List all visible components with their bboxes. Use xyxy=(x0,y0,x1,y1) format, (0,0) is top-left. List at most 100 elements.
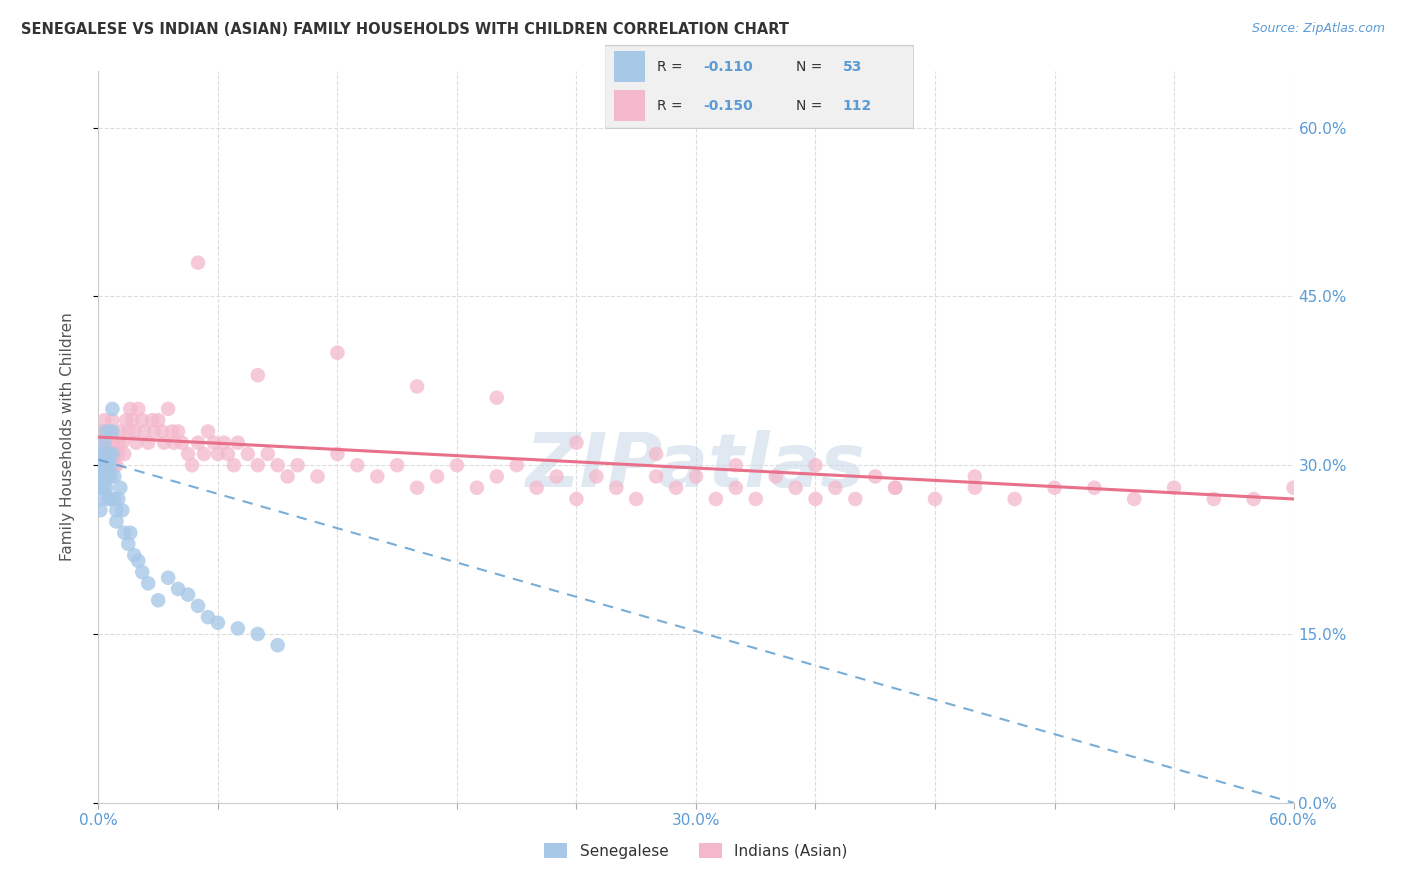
Point xyxy=(141,413,163,427)
Bar xyxy=(614,52,645,82)
Point xyxy=(884,481,907,495)
Point xyxy=(406,481,429,495)
Point xyxy=(406,379,429,393)
Point xyxy=(153,435,176,450)
Point xyxy=(131,565,153,579)
Point xyxy=(326,345,349,359)
Point xyxy=(91,458,114,473)
Point xyxy=(526,481,548,495)
Point xyxy=(366,469,388,483)
Point xyxy=(98,469,122,483)
Point xyxy=(565,491,588,506)
FancyBboxPatch shape xyxy=(605,45,914,128)
Point xyxy=(212,435,235,450)
Text: N =: N = xyxy=(796,60,827,74)
Point xyxy=(193,447,215,461)
Point xyxy=(97,458,120,473)
Text: -0.110: -0.110 xyxy=(703,60,754,74)
Point xyxy=(665,481,688,495)
Point xyxy=(197,425,219,439)
Point xyxy=(546,469,568,483)
Point xyxy=(89,503,111,517)
Point xyxy=(91,447,114,461)
Point xyxy=(724,481,747,495)
Point xyxy=(485,391,508,405)
Text: SENEGALESE VS INDIAN (ASIAN) FAMILY HOUSEHOLDS WITH CHILDREN CORRELATION CHART: SENEGALESE VS INDIAN (ASIAN) FAMILY HOUS… xyxy=(21,22,789,37)
Point xyxy=(125,435,148,450)
Point xyxy=(101,413,124,427)
Point xyxy=(645,469,668,483)
Point xyxy=(101,425,124,439)
Point xyxy=(97,447,120,461)
Point xyxy=(506,458,529,473)
Point xyxy=(246,458,269,473)
Point xyxy=(426,469,449,483)
Point xyxy=(97,469,120,483)
Point xyxy=(236,447,259,461)
Point xyxy=(167,582,190,596)
Point xyxy=(226,621,249,635)
Point xyxy=(1004,491,1026,506)
Point xyxy=(256,447,278,461)
Point xyxy=(207,615,229,630)
Point xyxy=(96,481,118,495)
Point xyxy=(148,593,170,607)
Point xyxy=(98,447,122,461)
Point xyxy=(101,435,124,450)
Point xyxy=(124,425,146,439)
Point xyxy=(585,469,607,483)
Legend: Senegalese, Indians (Asian): Senegalese, Indians (Asian) xyxy=(538,837,853,864)
Point xyxy=(163,435,186,450)
Point xyxy=(804,491,827,506)
Point xyxy=(804,458,827,473)
Point xyxy=(131,413,153,427)
Point xyxy=(110,425,132,439)
Point xyxy=(1202,491,1225,506)
Point xyxy=(1083,481,1105,495)
Point xyxy=(91,458,114,473)
Point xyxy=(785,481,807,495)
Point xyxy=(136,435,159,450)
Point xyxy=(222,458,245,473)
Point xyxy=(963,481,986,495)
Point xyxy=(120,525,142,540)
Point xyxy=(93,447,115,461)
Point xyxy=(96,435,118,450)
Point xyxy=(177,588,200,602)
Point xyxy=(101,401,124,416)
Point xyxy=(107,435,129,450)
Bar xyxy=(614,90,645,120)
Point xyxy=(120,401,142,416)
Point xyxy=(167,425,190,439)
Point xyxy=(103,458,125,473)
Point xyxy=(89,491,111,506)
Text: R =: R = xyxy=(657,99,688,112)
Point xyxy=(107,447,129,461)
Point xyxy=(96,458,118,473)
Point xyxy=(745,491,768,506)
Point xyxy=(143,425,166,439)
Point xyxy=(963,469,986,483)
Point xyxy=(246,368,269,383)
Point xyxy=(202,435,225,450)
Point xyxy=(385,458,409,473)
Text: N =: N = xyxy=(796,99,827,112)
Point xyxy=(307,469,329,483)
Point xyxy=(187,255,209,269)
Point xyxy=(446,458,468,473)
Point xyxy=(97,469,120,483)
Point xyxy=(1282,481,1305,495)
Point xyxy=(924,491,946,506)
Point xyxy=(267,458,290,473)
Point xyxy=(724,458,747,473)
Point xyxy=(91,481,114,495)
Point xyxy=(110,481,132,495)
Point xyxy=(626,491,648,506)
Point xyxy=(93,458,115,473)
Text: -0.150: -0.150 xyxy=(703,99,754,112)
Point xyxy=(112,447,135,461)
Point xyxy=(246,627,269,641)
Point xyxy=(127,554,149,568)
Point xyxy=(89,458,111,473)
Point xyxy=(93,469,115,483)
